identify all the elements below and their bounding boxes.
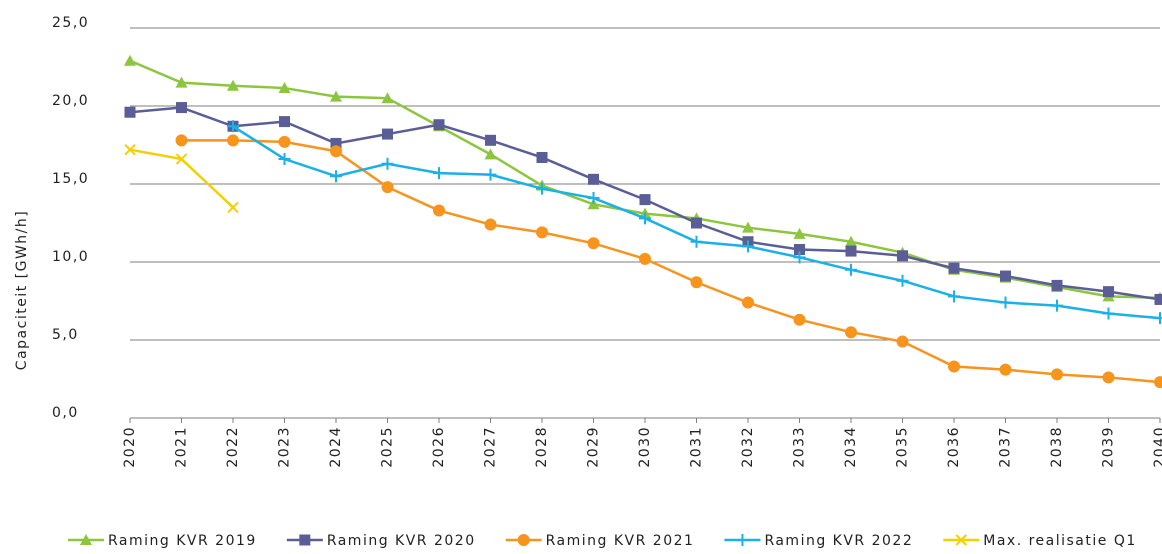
y-tick-label: 5,0 (52, 327, 79, 343)
data-point (485, 219, 497, 231)
x-tick-label: 2026 (431, 426, 447, 468)
data-point (279, 116, 290, 127)
data-point (640, 194, 651, 205)
data-point (1000, 364, 1012, 376)
data-point (434, 119, 445, 130)
data-point (948, 361, 960, 373)
data-point (1051, 300, 1063, 312)
data-point (846, 246, 857, 257)
data-point (382, 158, 394, 170)
x-tick-label: 2022 (225, 426, 241, 468)
x-tick-label: 2032 (740, 426, 756, 468)
data-point (537, 152, 548, 163)
series-line (182, 140, 1161, 382)
data-point (124, 55, 136, 66)
data-point (176, 102, 187, 113)
data-point (382, 129, 393, 140)
data-point (1103, 307, 1115, 319)
x-tick-label: 2034 (843, 426, 859, 468)
data-point (897, 275, 909, 287)
legend-label: Raming KVR 2019 (108, 533, 257, 549)
data-point (1103, 286, 1114, 297)
data-point (691, 218, 702, 229)
y-tick-label: 15,0 (52, 171, 89, 187)
x-tick-label: 2021 (174, 426, 190, 468)
data-point (330, 170, 342, 182)
data-point (794, 314, 806, 326)
data-point (485, 148, 497, 159)
data-point (330, 145, 342, 157)
data-point (949, 263, 960, 274)
data-point (1000, 297, 1012, 309)
x-tick-label: 2038 (1049, 426, 1065, 468)
x-tick-label: 2027 (483, 426, 499, 468)
data-point (742, 297, 754, 309)
x-tick-label: 2029 (586, 426, 602, 468)
x-tick-label: 2040 (1152, 426, 1162, 468)
data-point (1154, 376, 1162, 388)
x-tick-label: 2036 (946, 426, 962, 468)
x-tick-label: 2028 (534, 426, 550, 468)
data-point (691, 276, 703, 288)
data-point (433, 205, 445, 217)
y-tick-label: 20,0 (52, 93, 89, 109)
data-point (1052, 280, 1063, 291)
legend-marker (518, 534, 530, 546)
legend-label: Raming KVR 2021 (546, 533, 695, 549)
data-point (433, 167, 445, 179)
legend-label: Raming KVR 2020 (327, 533, 476, 549)
data-point (1051, 368, 1063, 380)
data-point (227, 134, 239, 146)
data-point (948, 290, 960, 302)
y-tick-label: 0,0 (52, 405, 79, 421)
data-point (125, 107, 136, 118)
x-tick-label: 2035 (895, 426, 911, 468)
y-tick-label: 10,0 (52, 249, 89, 265)
x-tick-label: 2023 (277, 426, 293, 468)
x-tick-label: 2024 (328, 426, 344, 468)
legend-marker (299, 535, 310, 546)
data-point (228, 202, 238, 212)
y-tick-label: 25,0 (52, 15, 89, 31)
data-point (1155, 294, 1162, 305)
x-tick-label: 2037 (998, 426, 1014, 468)
data-point (845, 326, 857, 338)
data-point (176, 134, 188, 146)
data-point (279, 153, 291, 165)
data-point (639, 253, 651, 265)
data-point (279, 136, 291, 148)
data-point (485, 169, 497, 181)
x-tick-label: 2020 (122, 426, 138, 468)
data-point (1103, 371, 1115, 383)
x-tick-label: 2030 (637, 426, 653, 468)
legend-label: Raming KVR 2022 (764, 533, 913, 549)
data-point (1154, 312, 1162, 324)
data-point (588, 174, 599, 185)
data-point (382, 181, 394, 193)
legend-marker (736, 534, 748, 546)
data-point (588, 237, 600, 249)
x-tick-label: 2033 (792, 426, 808, 468)
data-point (485, 135, 496, 146)
data-point (1000, 271, 1011, 282)
data-point (691, 236, 703, 248)
data-point (897, 336, 909, 348)
data-point (536, 226, 548, 238)
x-tick-label: 2031 (689, 426, 705, 468)
x-tick-label: 2039 (1101, 426, 1117, 468)
data-point (897, 250, 908, 261)
data-point (845, 264, 857, 276)
x-tick-label: 2025 (380, 426, 396, 468)
y-axis-label: Capaciteit [GWh/h] (14, 210, 30, 370)
legend-label: Max. realisatie Q1 (983, 533, 1137, 549)
